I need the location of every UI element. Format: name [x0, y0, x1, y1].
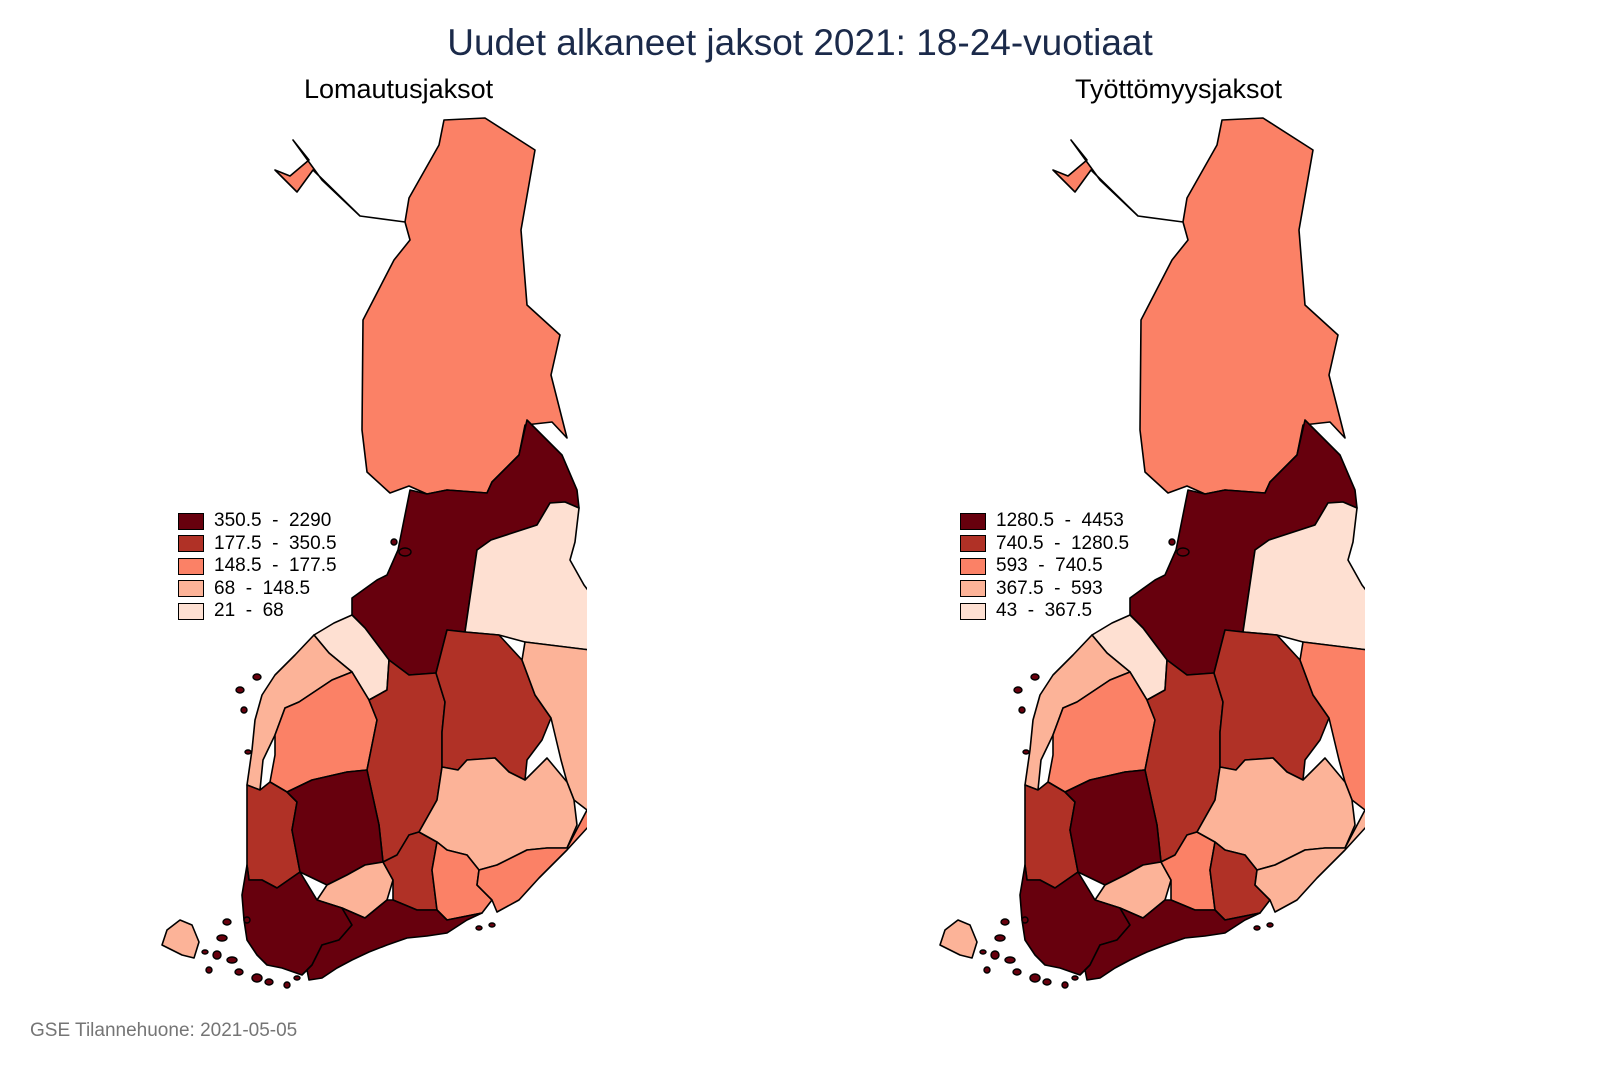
panel-title-lomautusjaksot: Lomautusjaksot — [304, 74, 494, 104]
legend-label: 43 - 367.5 — [996, 600, 1093, 622]
island — [283, 981, 291, 989]
island — [1176, 547, 1190, 557]
legend-label: 740.5 - 1280.5 — [996, 532, 1130, 554]
legend-swatch — [178, 512, 204, 530]
region-uusimaa — [306, 899, 483, 981]
legend-item: 43 - 367.5 — [960, 600, 1129, 623]
region-lappi — [274, 117, 568, 495]
island — [1168, 538, 1176, 546]
legend-item: 21 - 68 — [178, 600, 337, 623]
legend-swatch — [960, 557, 986, 575]
region-lappi — [1052, 117, 1346, 495]
legend-item: 740.5 - 1280.5 — [960, 533, 1129, 556]
source-caption: GSE Tilannehuone: 2021-05-05 — [30, 1020, 298, 1041]
legend-lomautusjaksot: 350.5 - 2290 177.5 - 350.5 148.5 - 177.5… — [178, 510, 337, 623]
legend-item: 350.5 - 2290 — [178, 510, 337, 533]
finland-map-tyottomyysjaksot — [939, 117, 1365, 989]
legend-item: 1280.5 - 4453 — [960, 510, 1129, 533]
island — [252, 673, 262, 681]
legend-swatch — [960, 602, 986, 620]
island — [201, 949, 209, 955]
island — [994, 934, 1006, 942]
island — [226, 956, 238, 964]
region-kainuu — [464, 501, 587, 651]
legend-item: 177.5 - 350.5 — [178, 533, 337, 556]
island — [398, 547, 412, 557]
legend-label: 1280.5 - 4453 — [996, 510, 1124, 532]
island — [1042, 978, 1052, 986]
island — [1071, 975, 1079, 981]
island — [216, 934, 228, 942]
legend-item: 593 - 740.5 — [960, 555, 1129, 578]
legend-item: 68 - 148.5 — [178, 578, 337, 601]
legend-swatch — [960, 580, 986, 598]
island — [251, 973, 263, 983]
island — [264, 978, 274, 986]
map-title: Uudet alkaneet jaksot 2021: 18-24-vuotia… — [447, 22, 1153, 63]
island — [1022, 749, 1030, 755]
island — [1018, 706, 1026, 714]
legend-label: 367.5 - 593 — [996, 577, 1103, 599]
island — [1253, 925, 1261, 931]
legend-swatch — [960, 512, 986, 530]
finland-map-lomautusjaksot — [161, 117, 587, 989]
island — [293, 975, 301, 981]
island — [1021, 916, 1029, 924]
island — [244, 749, 252, 755]
legend-label: 21 - 68 — [214, 600, 284, 622]
island — [234, 968, 244, 976]
legend-swatch — [960, 535, 986, 553]
legend-label: 68 - 148.5 — [214, 577, 311, 599]
region-uusimaa — [1084, 899, 1261, 981]
island — [1000, 918, 1010, 926]
legend-label: 593 - 740.5 — [996, 555, 1103, 577]
island — [390, 538, 398, 546]
legend-item: 367.5 - 593 — [960, 578, 1129, 601]
legend-label: 148.5 - 177.5 — [214, 555, 337, 577]
legend-label: 177.5 - 350.5 — [214, 532, 337, 554]
region-pohjois-karjala — [1299, 641, 1365, 811]
island — [1030, 673, 1040, 681]
island — [990, 950, 1000, 960]
island — [212, 950, 222, 960]
legend-swatch — [178, 580, 204, 598]
panel-title-tyottomyysjaksot: Työttömyysjaksot — [1075, 74, 1283, 104]
region-ahvenanmaa — [939, 919, 978, 959]
region-ahvenanmaa — [161, 919, 200, 959]
legend-tyottomyysjaksot: 1280.5 - 4453 740.5 - 1280.5 593 - 740.5… — [960, 510, 1129, 623]
island — [1013, 686, 1023, 694]
island — [1004, 956, 1016, 964]
island — [1012, 968, 1022, 976]
island — [475, 925, 483, 931]
island — [235, 686, 245, 694]
island — [1029, 973, 1041, 983]
island — [222, 918, 232, 926]
island — [240, 706, 248, 714]
region-kainuu — [1242, 501, 1365, 651]
island — [243, 916, 251, 924]
legend-swatch — [178, 557, 204, 575]
region-pohjois-karjala — [521, 641, 587, 811]
island — [205, 966, 213, 974]
legend-swatch — [178, 535, 204, 553]
island — [488, 922, 496, 928]
legend-label: 350.5 - 2290 — [214, 510, 332, 532]
island — [979, 949, 987, 955]
island — [1061, 981, 1069, 989]
island — [1266, 922, 1274, 928]
legend-item: 148.5 - 177.5 — [178, 555, 337, 578]
island — [983, 966, 991, 974]
region-etela-karjala — [1254, 809, 1365, 913]
legend-swatch — [178, 602, 204, 620]
region-etela-karjala — [476, 809, 587, 913]
